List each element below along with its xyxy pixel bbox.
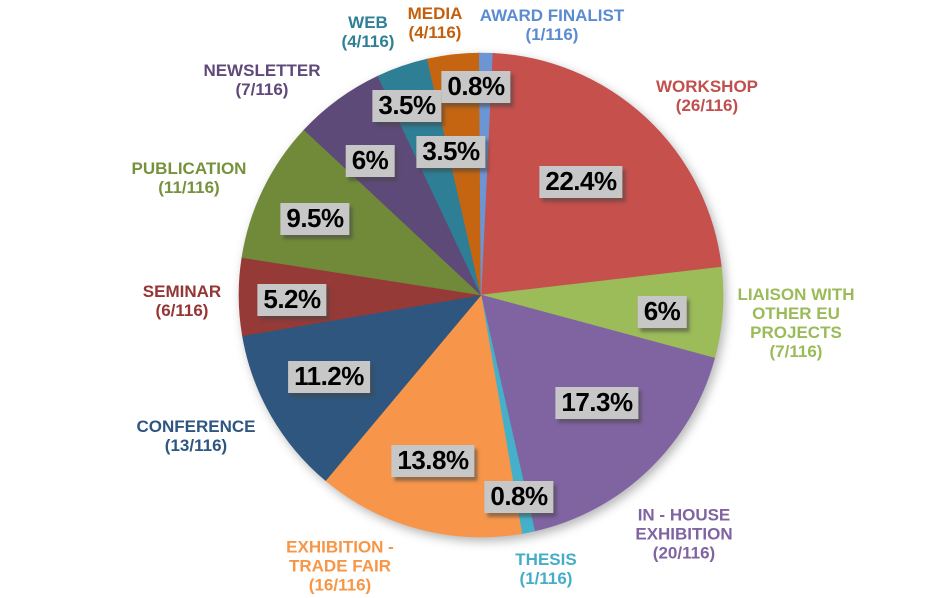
category-label-line: (16/116)	[308, 575, 372, 595]
category-label-web: WEB (4/116)	[342, 13, 395, 51]
category-label-seminar: SEMINAR (6/116)	[143, 282, 221, 320]
percent-label-award-finalist: 0.8%	[441, 71, 511, 103]
pie-slice-publication	[241, 129, 482, 296]
category-label-line: IN - HOUSE	[637, 505, 731, 525]
percent-label-in-house-exhibition: 17.3%	[555, 387, 639, 419]
category-label-line: EXHIBITION	[635, 524, 733, 544]
percent-label-conference: 11.2%	[288, 361, 370, 393]
category-label-line: SEMINAR	[142, 282, 222, 301]
category-label-line: (7/116)	[769, 342, 823, 361]
percent-label-exhibition-trade-fair: 13.8%	[391, 445, 475, 477]
category-label-line: WEB	[348, 13, 388, 32]
category-label-line: (13/116)	[164, 436, 228, 455]
percent-label-newsletter: 6%	[345, 145, 395, 177]
category-label-line: (4/116)	[408, 23, 462, 42]
category-label-line: (6/116)	[155, 301, 209, 320]
category-label-line: (4/116)	[341, 32, 395, 51]
category-label-line: (7/116)	[235, 80, 289, 99]
category-label-line: NEWSLETTER	[203, 61, 321, 80]
category-label-workshop: WORKSHOP (26/116)	[656, 77, 758, 115]
category-label-thesis: THESIS (1/116)	[515, 550, 576, 588]
category-label-line: (1/116)	[519, 569, 573, 588]
category-label-award-finalist: AWARD FINALIST (1/116)	[480, 6, 625, 44]
category-label-line: (1/116)	[525, 25, 579, 44]
category-label-in-house-exhibition: IN - HOUSE EXHIBITION (20/116)	[635, 506, 732, 563]
category-label-exhibition-trade-fair: EXHIBITION - TRADE FAIR (16/116)	[286, 538, 394, 595]
pie-slice-award-finalist	[478, 52, 493, 296]
category-label-line: AWARD FINALIST	[479, 6, 625, 25]
percent-label-thesis: 0.8%	[484, 481, 554, 513]
category-label-line: (26/116)	[675, 96, 739, 115]
percent-label-workshop: 22.4%	[539, 166, 623, 198]
category-label-line: PROJECTS	[750, 323, 842, 342]
category-label-media: MEDIA (4/116)	[408, 4, 463, 42]
category-label-line: EXHIBITION -	[286, 537, 394, 557]
category-label-line: THESIS	[515, 550, 577, 569]
category-label-line: (20/116)	[652, 543, 716, 563]
category-label-line: PUBLICATION	[131, 159, 247, 178]
percent-label-media: 3.5%	[416, 136, 486, 168]
category-label-line: LIAISON WITH	[737, 285, 855, 304]
category-label-line: WORKSHOP	[656, 77, 758, 96]
category-label-line: CONFERENCE	[136, 417, 256, 436]
category-label-newsletter: NEWSLETTER (7/116)	[203, 61, 320, 99]
percent-label-publication: 9.5%	[280, 203, 350, 235]
category-label-conference: CONFERENCE (13/116)	[136, 417, 255, 455]
category-label-publication: PUBLICATION (11/116)	[132, 159, 247, 197]
category-label-line: (11/116)	[158, 178, 220, 197]
category-label-line: MEDIA	[407, 4, 463, 23]
percent-label-seminar: 5.2%	[257, 284, 327, 316]
percent-label-liaison-eu-projects: 6%	[637, 296, 687, 328]
category-label-line: TRADE FAIR	[288, 556, 391, 576]
percent-label-web: 3.5%	[372, 90, 442, 122]
category-label-line: OTHER EU	[752, 304, 840, 323]
category-label-liaison-eu-projects: LIAISON WITH OTHER EU PROJECTS (7/116)	[737, 285, 854, 361]
